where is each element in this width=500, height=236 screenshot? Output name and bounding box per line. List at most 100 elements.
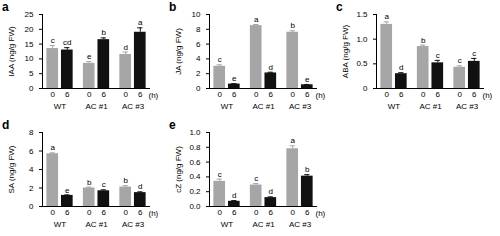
svg-text:0: 0: [87, 208, 92, 217]
svg-text:(h): (h): [149, 209, 159, 218]
svg-text:WT: WT: [221, 102, 234, 111]
svg-text:JA (ng/g FW): JA (ng/g FW): [174, 28, 183, 75]
svg-text:WT: WT: [388, 102, 401, 111]
svg-text:4: 4: [29, 165, 34, 174]
svg-text:0.2: 0.2: [189, 187, 201, 196]
svg-text:6: 6: [102, 208, 107, 217]
svg-text:b: b: [421, 36, 426, 45]
svg-text:AC #1: AC #1: [85, 220, 108, 229]
svg-text:6: 6: [232, 90, 237, 99]
svg-text:0: 0: [254, 208, 259, 217]
svg-text:AC #3: AC #3: [289, 220, 312, 229]
svg-text:a: a: [384, 12, 389, 21]
svg-text:e: e: [65, 185, 70, 194]
svg-text:0: 0: [254, 90, 259, 99]
svg-text:6: 6: [305, 90, 310, 99]
svg-text:c: c: [218, 170, 222, 179]
svg-text:AC #1: AC #1: [85, 102, 108, 111]
svg-text:6: 6: [138, 90, 143, 99]
svg-text:b: b: [290, 21, 295, 30]
svg-text:6: 6: [472, 90, 477, 99]
svg-text:WT: WT: [54, 102, 67, 111]
svg-text:0.6: 0.6: [189, 158, 201, 167]
svg-text:WT: WT: [221, 220, 234, 229]
svg-text:0.8: 0.8: [189, 143, 201, 152]
svg-text:0: 0: [123, 208, 128, 217]
svg-text:0: 0: [363, 84, 368, 93]
svg-text:c: c: [458, 56, 462, 65]
svg-text:0: 0: [123, 90, 128, 99]
svg-text:6: 6: [232, 208, 237, 217]
svg-text:0: 0: [29, 84, 34, 93]
svg-text:b: b: [305, 165, 310, 174]
svg-text:(h): (h): [149, 91, 159, 100]
svg-text:e: e: [232, 74, 237, 83]
svg-text:0: 0: [290, 208, 295, 217]
svg-text:0: 0: [217, 208, 222, 217]
svg-text:1.0: 1.0: [356, 35, 368, 44]
svg-text:4: 4: [196, 54, 201, 63]
svg-text:0: 0: [87, 90, 92, 99]
svg-text:0.0: 0.0: [189, 202, 201, 211]
svg-text:c: c: [51, 36, 55, 45]
svg-text:c: c: [218, 55, 222, 64]
svg-text:IAA (ng/g FW): IAA (ng/g FW): [7, 26, 16, 77]
svg-text:5: 5: [29, 69, 34, 78]
svg-text:a: a: [290, 136, 295, 145]
svg-text:2: 2: [196, 69, 201, 78]
svg-text:d: d: [123, 43, 127, 52]
svg-text:ABA (ng/g FW): ABA (ng/g FW): [341, 24, 350, 78]
svg-text:8: 8: [29, 128, 34, 137]
svg-text:0: 0: [217, 90, 222, 99]
svg-text:6: 6: [196, 40, 201, 49]
svg-text:AC #1: AC #1: [419, 102, 442, 111]
svg-text:0.5: 0.5: [356, 59, 368, 68]
svg-text:AC #3: AC #3: [289, 102, 312, 111]
svg-text:d: d: [138, 182, 142, 191]
svg-text:6: 6: [305, 208, 310, 217]
svg-text:AC #1: AC #1: [252, 102, 275, 111]
svg-text:c: c: [254, 174, 258, 183]
svg-text:6: 6: [29, 147, 34, 156]
svg-text:AC #3: AC #3: [456, 102, 479, 111]
svg-text:AC #3: AC #3: [122, 102, 145, 111]
svg-text:25: 25: [25, 10, 34, 19]
svg-text:6: 6: [436, 90, 441, 99]
svg-text:(h): (h): [316, 91, 326, 100]
svg-text:c: c: [436, 51, 440, 60]
svg-text:0: 0: [29, 202, 34, 211]
svg-text:b: b: [102, 28, 107, 37]
svg-text:6: 6: [65, 208, 70, 217]
svg-text:cd: cd: [63, 38, 71, 47]
svg-text:d: d: [399, 63, 403, 72]
svg-text:e: e: [305, 75, 310, 84]
svg-text:10: 10: [192, 10, 201, 19]
svg-text:6: 6: [269, 90, 274, 99]
svg-text:cZ (ng/g FW): cZ (ng/g FW): [174, 146, 183, 193]
svg-text:20: 20: [25, 25, 34, 34]
svg-text:AC #1: AC #1: [252, 220, 275, 229]
svg-text:AC #3: AC #3: [122, 220, 145, 229]
svg-text:WT: WT: [54, 220, 67, 229]
svg-text:c: c: [102, 180, 106, 189]
svg-text:d: d: [232, 191, 236, 200]
svg-text:6: 6: [269, 208, 274, 217]
svg-text:6: 6: [102, 90, 107, 99]
svg-text:1.0: 1.0: [189, 128, 201, 137]
svg-text:6: 6: [138, 208, 143, 217]
svg-text:8: 8: [196, 25, 201, 34]
svg-text:0: 0: [457, 90, 462, 99]
svg-text:c: c: [472, 49, 476, 58]
svg-text:b: b: [87, 178, 92, 187]
svg-text:0: 0: [196, 84, 201, 93]
svg-text:d: d: [269, 63, 273, 72]
svg-text:SA (ng/g FW): SA (ng/g FW): [7, 145, 16, 193]
svg-text:6: 6: [65, 90, 70, 99]
svg-text:0: 0: [421, 90, 426, 99]
svg-text:0: 0: [50, 90, 55, 99]
svg-text:a: a: [254, 15, 259, 24]
svg-text:6: 6: [399, 90, 404, 99]
svg-text:(h): (h): [316, 209, 326, 218]
svg-text:15: 15: [25, 40, 34, 49]
svg-text:2: 2: [29, 184, 34, 193]
